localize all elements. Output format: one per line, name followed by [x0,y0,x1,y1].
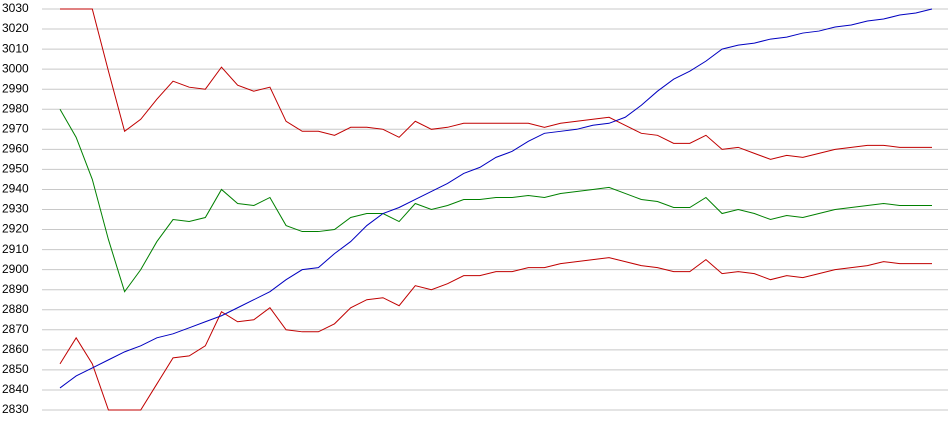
y-tick-label: 2960 [2,142,29,156]
y-tick-label: 2880 [2,302,29,316]
y-tick-label: 2850 [2,362,29,376]
y-tick-label: 2940 [2,182,29,196]
y-tick-label: 2830 [2,402,29,416]
y-tick-label: 2930 [2,202,29,216]
series-line [59,109,932,293]
y-tick-label: 2860 [2,342,29,356]
y-tick-label: 2970 [2,121,29,135]
y-tick-label: 2990 [2,81,29,95]
y-tick-label: 2950 [2,162,29,176]
series-line [60,8,932,160]
y-tick-label: 3000 [2,61,29,75]
y-tick-label: 2910 [2,242,29,256]
series-line [59,8,933,389]
y-tick-label: 2920 [2,222,29,236]
y-tick-label: 2900 [2,262,29,276]
y-tick-label: 3010 [2,41,29,55]
y-tick-label: 2870 [2,322,29,336]
y-tick-label: 2980 [2,101,29,115]
y-tick-label: 3020 [2,21,29,35]
y-tick-label: 3030 [2,1,29,15]
y-tick-label: 2840 [2,382,29,396]
y-tick-label: 2890 [2,282,29,296]
series-line [59,257,932,411]
